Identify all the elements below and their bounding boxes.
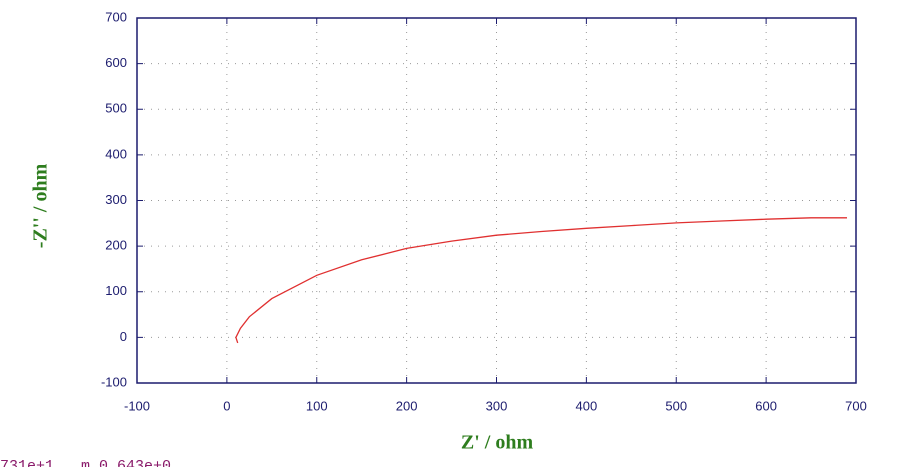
y-tick-label: 300 <box>105 192 127 207</box>
note: 731e+1 , m 0.643e+0 <box>0 458 171 467</box>
x-tick-label: 700 <box>845 398 867 413</box>
x-tick-label: -100 <box>124 398 150 413</box>
plot-frame <box>136 17 857 384</box>
x-axis-title: Z' / ohm <box>461 432 534 454</box>
x-tick-label: 500 <box>665 398 687 413</box>
x-tick-label: 600 <box>755 398 777 413</box>
y-axis-title: -Z'' / ohm <box>30 163 52 248</box>
y-tick-label: 100 <box>105 283 127 298</box>
x-tick-label: 200 <box>396 398 418 413</box>
x-tick-label: 100 <box>306 398 328 413</box>
x-tick-label: 400 <box>576 398 598 413</box>
y-tick-label: 400 <box>105 146 127 161</box>
y-tick-label: 200 <box>105 238 127 253</box>
impedance-curve <box>235 217 847 344</box>
y-tick-label: 600 <box>105 55 127 70</box>
y-tick-label: 700 <box>105 9 127 24</box>
x-tick-label: 300 <box>486 398 508 413</box>
y-tick-label: 500 <box>105 101 127 116</box>
y-tick-label: -100 <box>101 374 127 389</box>
y-tick-label: 0 <box>120 329 127 344</box>
x-tick-label: 0 <box>223 398 230 413</box>
